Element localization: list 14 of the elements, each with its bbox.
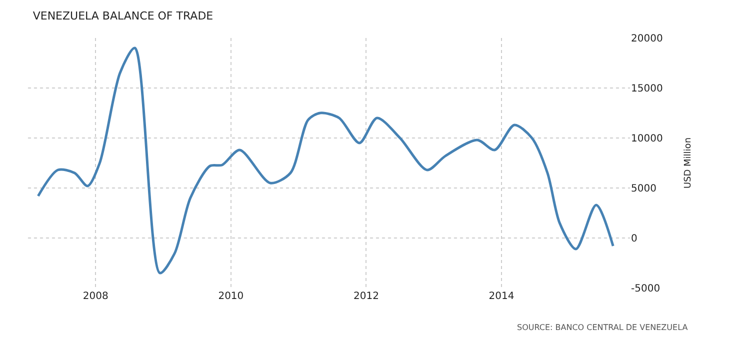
chart-title: VENEZUELA BALANCE OF TRADE [32,10,214,23]
y-tick-label: 10000 [631,134,663,144]
source-note: SOURCE: BANCO CENTRAL DE VENEZUELA [517,323,688,332]
x-tick-label: 2012 [353,291,379,302]
x-tick-label: 2014 [488,291,514,302]
y-tick-label: 5000 [631,184,656,194]
y-axis-title: USD Million [684,137,694,189]
y-tick-label: -5000 [631,284,660,294]
x-tick-label: 2010 [218,291,244,302]
y-tick-label: 20000 [631,34,663,44]
y-tick-label: 15000 [631,84,663,94]
x-tick-label: 2008 [82,291,108,302]
y-tick-label: 0 [631,234,638,244]
line-series [36,46,614,274]
